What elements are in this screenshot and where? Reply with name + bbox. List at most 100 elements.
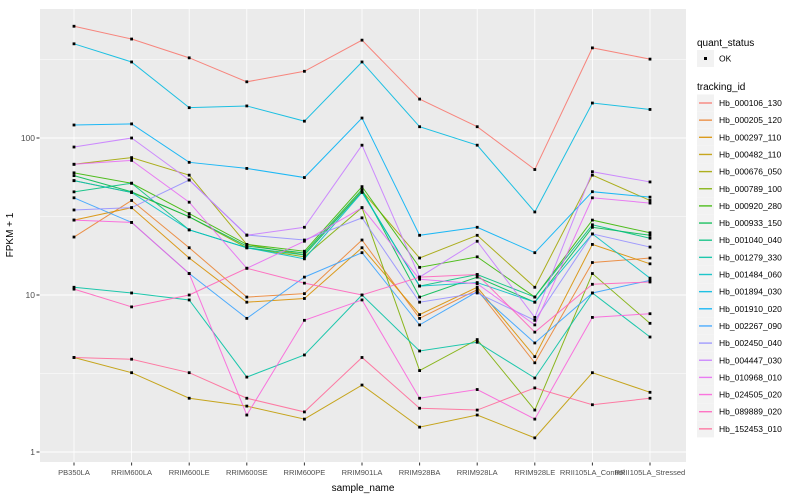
data-point: [187, 173, 191, 177]
data-point: [187, 212, 191, 215]
data-point: [360, 238, 364, 242]
data-point: [360, 216, 364, 220]
data-point: [418, 323, 421, 327]
data-point: [591, 173, 594, 177]
data-point: [187, 256, 191, 260]
data-point: [591, 291, 594, 295]
data-point: [303, 239, 306, 243]
data-point: [187, 228, 191, 232]
data-point: [533, 341, 537, 345]
legend-label-Hb_000205_120: Hb_000205_120: [719, 115, 782, 125]
data-point: [533, 330, 537, 334]
data-point: [648, 201, 652, 205]
data-point: [187, 160, 191, 164]
data-point: [418, 349, 421, 353]
data-point: [591, 232, 594, 236]
data-point: [360, 38, 364, 42]
data-point: [533, 318, 537, 322]
data-point: [303, 69, 306, 73]
data-point: [303, 257, 306, 261]
data-point: [648, 199, 652, 202]
data-point: [187, 56, 191, 60]
legend-label-Hb_001894_030: Hb_001894_030: [719, 287, 782, 297]
legend-label-Hb_001279_330: Hb_001279_330: [719, 252, 782, 262]
data-point: [648, 180, 652, 184]
data-point: [360, 383, 364, 387]
data-point: [475, 388, 479, 391]
legend-label-Hb_001484_060: Hb_001484_060: [719, 270, 782, 280]
legend-label-Hb_010968_010: Hb_010968_010: [719, 372, 782, 382]
data-point: [360, 206, 364, 210]
data-point: [187, 272, 191, 275]
data-point: [303, 253, 306, 257]
data-point: [533, 210, 537, 214]
data-point: [245, 316, 249, 320]
data-point: [130, 181, 133, 185]
data-point: [648, 280, 652, 284]
data-point: [591, 170, 594, 174]
legend-label-Hb_001040_040: Hb_001040_040: [719, 235, 782, 245]
data-point: [72, 285, 76, 289]
legend-label-Hb_002267_090: Hb_002267_090: [719, 321, 782, 331]
data-point: [187, 215, 191, 219]
data-point: [245, 80, 249, 84]
data-point: [360, 143, 364, 147]
data-point: [245, 404, 249, 408]
data-point: [245, 243, 249, 246]
data-point: [591, 272, 594, 275]
data-point: [418, 284, 421, 288]
data-point: [303, 292, 306, 296]
data-point: [533, 300, 537, 304]
data-point: [475, 225, 479, 229]
data-point: [72, 218, 76, 222]
data-point: [130, 199, 133, 202]
data-point: [418, 396, 421, 400]
data-point: [303, 255, 306, 259]
data-point: [648, 236, 652, 240]
data-point: [245, 167, 249, 170]
data-point: [418, 316, 421, 320]
x-tick-label: RRIM600SE: [226, 468, 268, 477]
x-tick-label: RRII105LA_Stressed: [615, 468, 685, 477]
data-point: [130, 206, 133, 210]
data-point: [533, 376, 537, 380]
data-point: [187, 178, 191, 182]
data-point: [245, 244, 249, 248]
data-point: [418, 277, 421, 281]
data-point: [533, 315, 537, 319]
data-point: [130, 371, 133, 375]
data-point: [303, 251, 306, 255]
data-point: [130, 305, 133, 309]
data-point: [418, 406, 421, 410]
legend-label-Hb_000106_130: Hb_000106_130: [719, 98, 782, 108]
data-point: [245, 246, 249, 250]
data-point: [648, 231, 652, 235]
data-point: [591, 190, 594, 194]
data-point: [72, 190, 76, 194]
data-point: [475, 233, 479, 237]
data-point: [303, 225, 306, 229]
data-point: [533, 386, 537, 390]
legend-label-Hb_000789_100: Hb_000789_100: [719, 184, 782, 194]
data-point: [591, 101, 594, 105]
ok-point-icon: [704, 57, 707, 60]
legend-label-Hb_004447_030: Hb_004447_030: [719, 355, 782, 365]
data-point: [648, 108, 652, 111]
legend-label-Hb_000297_110: Hb_000297_110: [719, 132, 782, 142]
data-point: [591, 218, 594, 222]
data-point: [245, 266, 249, 270]
data-point: [475, 338, 479, 341]
data-point: [130, 156, 133, 160]
axis-ticks-and-labels: 1 10 100 PB350LA RRIM600LA RRIM600LE RRIM600SE…: [21, 133, 685, 477]
data-point: [360, 60, 364, 64]
y-axis-title: FPKM + 1: [5, 212, 16, 257]
data-point: [245, 295, 249, 299]
data-point: [418, 233, 421, 237]
data-point: [418, 265, 421, 269]
data-point: [648, 335, 652, 339]
data-point: [648, 233, 652, 237]
data-point: [648, 57, 652, 61]
data-point: [187, 106, 191, 110]
panel-background: [40, 9, 686, 462]
data-point: [245, 396, 249, 400]
